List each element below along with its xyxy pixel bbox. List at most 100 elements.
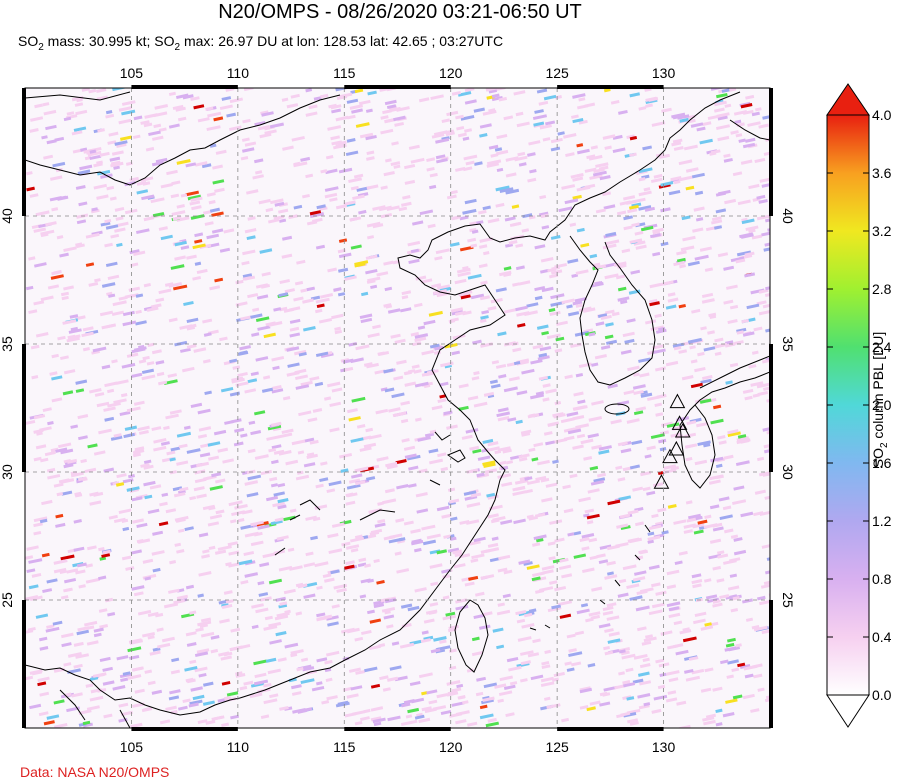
so2-pixel (240, 156, 249, 161)
so2-pixel (35, 613, 49, 619)
so2-pixel (557, 131, 565, 136)
so2-pixel (552, 459, 559, 464)
so2-pixel (687, 337, 703, 344)
so2-pixel (76, 629, 90, 636)
so2-pixel (68, 328, 82, 334)
so2-pixel (105, 261, 118, 268)
so2-pixel (658, 662, 670, 668)
so2-pixel (745, 94, 755, 100)
so2-pixel (195, 161, 208, 167)
so2-pixel (73, 519, 82, 524)
so2-pixel (35, 444, 47, 450)
so2-pixel (253, 531, 263, 537)
so2-pixel (399, 642, 415, 649)
so2-pixel (516, 618, 526, 624)
so2-pixel (594, 354, 607, 360)
so2-pixel (603, 88, 611, 93)
so2-pixel (739, 664, 751, 670)
so2-pixel (55, 447, 68, 453)
so2-pixel (349, 104, 364, 110)
so2-pixel (242, 273, 253, 279)
so2-pixel (711, 216, 722, 222)
so2-pixel (623, 389, 635, 396)
so2-pixel (541, 330, 549, 336)
so2-pixel (28, 558, 43, 564)
so2-pixel (605, 322, 614, 327)
so2-pixel (414, 714, 425, 720)
so2-pixel (482, 696, 495, 702)
so2-pixel (617, 441, 628, 447)
so2-pixel (496, 411, 511, 418)
so2-pixel (286, 103, 299, 109)
so2-pixel (89, 154, 102, 161)
so2-pixel (465, 160, 475, 166)
so2-pixel (229, 125, 242, 132)
so2-pixel (598, 559, 609, 565)
so2-pixel (515, 609, 527, 616)
so2-pixel (384, 99, 397, 106)
so2-pixel (602, 262, 617, 269)
so2-pixel (269, 122, 285, 129)
so2-pixel (710, 418, 724, 425)
so2-pixel (396, 359, 407, 365)
so2-pixel (558, 564, 572, 571)
so2-pixel (736, 438, 751, 445)
so2-pixel (108, 514, 118, 520)
so2-pixel (634, 230, 644, 236)
so2-pixel (610, 419, 622, 425)
so2-pixel (348, 667, 362, 673)
so2-pixel (589, 174, 603, 180)
so2-pixel (174, 255, 186, 261)
so2-pixel (183, 425, 191, 430)
frame-bar-top (344, 85, 451, 89)
so2-pixel (512, 347, 522, 353)
so2-pixel (765, 355, 770, 362)
so2-pixel (69, 314, 79, 319)
so2-pixel (289, 508, 297, 513)
so2-pixel (402, 195, 411, 200)
so2-pixel (74, 491, 82, 497)
so2-pixel (665, 360, 679, 367)
so2-pixel (553, 413, 566, 419)
so2-pixel (652, 348, 666, 355)
so2-pixel (435, 248, 450, 255)
so2-pixel (331, 522, 346, 528)
so2-pixel (99, 310, 114, 317)
so2-pixel (290, 684, 302, 690)
so2-pixel (169, 409, 182, 415)
so2-pixel (620, 650, 630, 656)
so2-pixel (518, 162, 527, 167)
so2-pixel (67, 652, 82, 658)
so2-pixel (602, 692, 611, 697)
so2-pixel (434, 345, 444, 351)
so2-pixel (759, 177, 770, 183)
so2-pixel (722, 712, 735, 718)
so2-pixel (569, 473, 578, 479)
so2-pixel (479, 295, 491, 301)
so2-pixel (373, 721, 382, 727)
so2-pixel (543, 94, 557, 101)
so2-pixel (545, 440, 555, 446)
so2-pixel (243, 88, 254, 92)
so2-pixel (105, 224, 119, 230)
so2-pixel (626, 583, 640, 590)
so2-pixel (410, 248, 420, 254)
so2-pixel (78, 584, 86, 589)
so2-pixel (312, 408, 323, 413)
so2-pixel (685, 167, 699, 173)
so2-pixel (258, 198, 271, 205)
so2-pixel (305, 111, 318, 117)
so2-pixel (320, 169, 328, 174)
so2-pixel (384, 387, 395, 393)
so2-pixel (489, 379, 498, 385)
so2-pixel (186, 678, 196, 684)
so2-pixel (750, 708, 760, 713)
so2-pixel (59, 195, 67, 201)
lat-tick-left: 25 (0, 592, 15, 608)
so2-pixel (274, 614, 289, 621)
so2-pixel (474, 161, 483, 166)
so2-pixel (160, 234, 173, 241)
so2-pixel (667, 297, 679, 303)
so2-pixel (574, 630, 585, 636)
so2-pixel (746, 303, 760, 310)
